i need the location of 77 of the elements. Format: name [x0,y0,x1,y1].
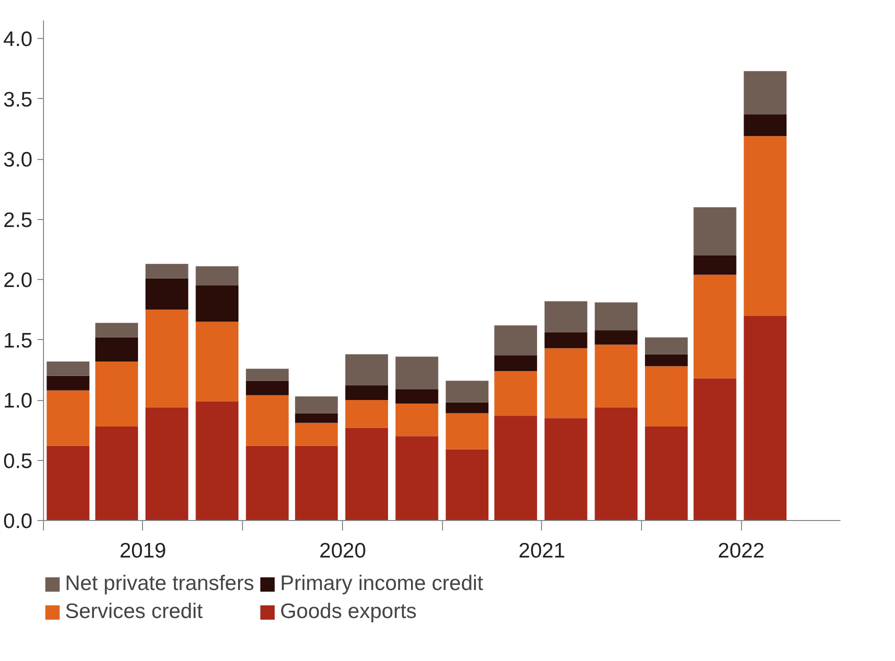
bar [46,376,90,390]
bar [494,355,538,372]
bar [95,361,138,427]
bar [95,322,138,338]
bar [694,255,736,275]
bar [145,310,188,408]
bar [145,407,188,520]
bar [345,354,388,386]
bar [446,413,488,450]
bar [196,266,238,286]
bar [544,418,588,520]
bar [694,378,736,520]
y-tick-label: 4.0 [3,28,33,52]
bar [744,316,787,520]
y-tick-label: 3.5 [3,88,33,112]
bar [396,404,438,436]
bar [594,302,638,330]
y-tick-label: 3.0 [3,148,33,172]
bar [494,371,538,416]
bar [145,264,188,278]
bar [46,390,90,446]
bar [594,344,638,408]
bar [396,356,438,390]
bar [544,301,588,333]
legend-label: Net private transfers [65,572,254,596]
y-tick-label: 1.5 [3,329,33,352]
legend-label: Primary income credit [280,572,484,596]
bar [744,136,787,316]
bar [446,402,488,414]
bar [494,325,538,356]
bar [744,71,787,114]
bar [544,348,588,418]
bar [396,389,438,404]
y-tick-label: 0.0 [3,510,33,533]
bar [446,380,488,402]
bar [246,446,289,520]
bar [744,114,787,136]
bar [396,436,438,520]
bar [295,446,338,520]
bar [644,366,688,427]
bar [694,274,736,378]
bar [295,396,338,414]
bar [345,400,388,428]
bar [345,428,388,520]
bar [295,413,338,423]
bar [95,426,138,520]
x-tick-label: 2022 [718,540,765,562]
bar [544,332,588,348]
bar [196,322,238,402]
bar [46,446,90,520]
bar [644,337,688,354]
bar [644,354,688,366]
y-tick-label: 2.5 [3,208,33,232]
bar [446,449,488,520]
bar [594,407,638,520]
legend-label: Services credit [65,600,203,624]
legend-label: Goods exports [280,600,417,624]
bar [345,386,388,400]
bar [644,426,688,520]
bar [295,422,338,446]
bar [246,368,289,381]
bar [95,337,138,362]
y-tick-label: 1.0 [3,390,33,413]
bar [494,416,538,520]
y-tick-label: 0.5 [3,450,33,473]
bar [46,361,90,376]
x-tick-label: 2021 [518,540,566,562]
bar [594,330,638,345]
x-tick-label: 2020 [319,540,366,562]
bar [196,286,238,322]
bar [246,395,289,446]
bar [694,207,736,256]
y-tick-label: 2.0 [3,269,33,292]
bar [145,278,188,310]
bar [196,401,238,520]
x-tick-label: 2019 [119,540,166,562]
bar [246,380,289,396]
